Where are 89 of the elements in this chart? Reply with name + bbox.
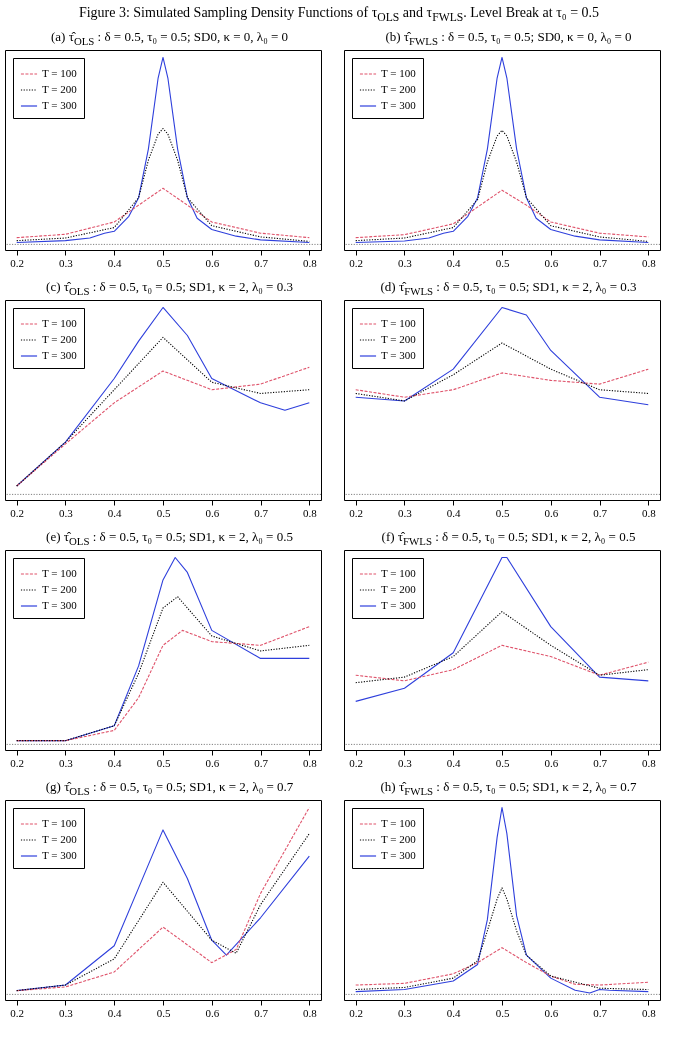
x-tick-label: 0.3 (59, 256, 74, 269)
legend-label: T = 100 (381, 317, 417, 329)
x-tick-label: 0.3 (398, 256, 413, 269)
x-tick-label: 0.8 (302, 1006, 318, 1019)
legend-label: T = 300 (42, 99, 78, 111)
x-tick-label: 0.8 (641, 756, 657, 769)
x-tick-label: 0.2 (10, 1006, 25, 1019)
legend-label: T = 200 (42, 583, 78, 595)
x-tick-label: 0.6 (544, 506, 559, 519)
x-tick-label: 0.6 (205, 1006, 220, 1019)
x-tick-label: 0.6 (205, 256, 220, 269)
x-tick-label: 0.4 (446, 1006, 462, 1019)
x-tick-label: 0.7 (593, 1006, 608, 1019)
x-tick-label: 0.8 (641, 1006, 657, 1019)
x-tick-label: 0.5 (156, 756, 171, 769)
legend-label: T = 200 (42, 333, 78, 345)
x-tick-label: 0.4 (107, 1006, 123, 1019)
x-tick-label: 0.2 (10, 756, 25, 769)
x-tick-label: 0.5 (495, 1006, 510, 1019)
legend-label: T = 300 (381, 849, 417, 861)
x-tick-label: 0.7 (593, 256, 608, 269)
chart-subtitle: (d) τ̂$_{FWLS}$ : δ = 0.5, τ₀ = 0.5; SD1, κ = 2, λ₀ = 0.3 (379, 278, 638, 298)
x-tick-label: 0.3 (59, 756, 74, 769)
x-tick-label: 0.7 (254, 256, 269, 269)
legend-label: T = 200 (381, 583, 417, 595)
x-tick-label: 0.7 (254, 506, 269, 519)
legend-label: T = 300 (42, 349, 78, 361)
x-tick-label: 0.4 (446, 756, 462, 769)
x-tick-label: 0.4 (446, 256, 462, 269)
x-tick-label: 0.4 (107, 506, 123, 519)
x-tick-label: 0.4 (107, 756, 123, 769)
chart-subtitle: (h) τ̂$_{FWLS}$ : δ = 0.5, τ₀ = 0.5; SD1, κ = 2, λ₀ = 0.7 (379, 778, 638, 798)
x-tick-label: 0.3 (398, 1006, 413, 1019)
legend-label: T = 300 (42, 599, 78, 611)
x-tick-label: 0.5 (495, 756, 510, 769)
x-tick-label: 0.8 (641, 506, 657, 519)
x-tick-label: 0.7 (593, 506, 608, 519)
chart-subtitle: (a) τ̂$_{OLS}$ : δ = 0.5, τ₀ = 0.5; SD0, κ = 0, λ₀ = 0 (49, 28, 290, 48)
x-tick-label: 0.8 (641, 256, 657, 269)
x-tick-label: 0.2 (10, 506, 25, 519)
chart-subtitle: (g) τ̂$_{OLS}$ : δ = 0.5, τ₀ = 0.5; SD1, κ = 2, λ₀ = 0.7 (44, 778, 295, 798)
legend-label: T = 100 (42, 567, 78, 579)
x-tick-label: 0.5 (156, 256, 171, 269)
chart-subtitle: (c) τ̂$_{OLS}$ : δ = 0.5, τ₀ = 0.5; SD1, κ = 2, λ₀ = 0.3 (45, 278, 294, 298)
legend-label: T = 200 (42, 83, 78, 95)
legend-label: T = 200 (381, 833, 417, 845)
x-tick-label: 0.6 (544, 756, 559, 769)
x-tick-label: 0.2 (349, 1006, 364, 1019)
legend-label: T = 200 (42, 833, 78, 845)
legend-label: T = 100 (381, 817, 417, 829)
legend-label: T = 300 (42, 849, 78, 861)
chart-subtitle: (e) τ̂$_{OLS}$ : δ = 0.5, τ₀ = 0.5; SD1, κ = 2, λ₀ = 0.5 (45, 528, 294, 548)
legend-label: T = 300 (381, 99, 417, 111)
x-tick-label: 0.7 (254, 1006, 269, 1019)
legend-label: T = 100 (42, 67, 78, 79)
x-tick-label: 0.2 (349, 506, 364, 519)
legend-label: T = 300 (381, 599, 417, 611)
legend-label: T = 100 (381, 567, 417, 579)
legend-label: T = 200 (381, 333, 417, 345)
x-tick-label: 0.4 (107, 256, 123, 269)
legend-label: T = 200 (381, 83, 417, 95)
x-tick-label: 0.5 (156, 1006, 171, 1019)
x-tick-label: 0.2 (349, 256, 364, 269)
x-tick-label: 0.6 (544, 1006, 559, 1019)
chart-title: Figure 3: Simulated Sampling Density Functions of τ$_{OLS}$ and τ$_{FWLS}$. Level Break at τ₀ = 0.5 (77, 4, 601, 26)
x-tick-label: 0.7 (254, 756, 269, 769)
legend-label: T = 100 (42, 817, 78, 829)
x-tick-label: 0.3 (398, 506, 413, 519)
x-tick-label: 0.2 (10, 256, 25, 269)
legend-label: T = 100 (381, 67, 417, 79)
x-tick-label: 0.5 (495, 256, 510, 269)
x-tick-label: 0.4 (446, 506, 462, 519)
x-tick-label: 0.8 (302, 256, 318, 269)
x-tick-label: 0.3 (59, 1006, 74, 1019)
x-tick-label: 0.6 (205, 506, 220, 519)
legend-label: T = 300 (381, 349, 417, 361)
x-tick-label: 0.5 (156, 506, 171, 519)
legend-label: T = 100 (42, 317, 78, 329)
x-tick-label: 0.6 (205, 756, 220, 769)
x-tick-label: 0.8 (302, 756, 318, 769)
x-tick-label: 0.3 (59, 506, 74, 519)
chart-subtitle: (f) τ̂$_{FWLS}$ : δ = 0.5, τ₀ = 0.5; SD1, κ = 2, λ₀ = 0.5 (380, 528, 637, 548)
chart-subtitle: (b) τ̂$_{FWLS}$ : δ = 0.5, τ₀ = 0.5; SD0, κ = 0, λ₀ = 0 (384, 28, 633, 48)
x-tick-label: 0.8 (302, 506, 318, 519)
x-tick-label: 0.5 (495, 506, 510, 519)
x-tick-label: 0.7 (593, 756, 608, 769)
x-tick-label: 0.6 (544, 256, 559, 269)
x-tick-label: 0.2 (349, 756, 364, 769)
x-tick-label: 0.3 (398, 756, 413, 769)
